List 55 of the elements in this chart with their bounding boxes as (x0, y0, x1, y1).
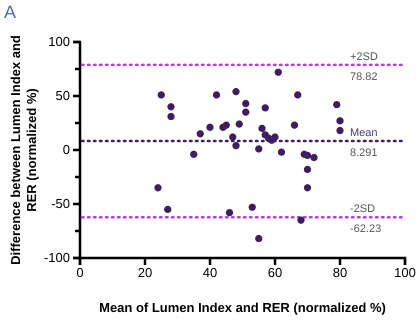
point (154, 184, 162, 192)
y-tick-label: 0 (62, 142, 70, 158)
x-tick-label: 0 (76, 265, 84, 280)
point (278, 148, 286, 156)
x-tick-label: 40 (202, 265, 218, 280)
y-axis-title: Difference between Lumen Index and RER (normalized %) (8, 35, 39, 265)
point (212, 91, 220, 99)
point (294, 91, 302, 99)
y-tick-label: -50 (51, 196, 70, 212)
point (248, 204, 256, 211)
point (304, 166, 312, 174)
point (167, 112, 175, 120)
point (164, 206, 172, 214)
point (229, 133, 236, 141)
ref-line-label: Mean (350, 127, 378, 140)
point (290, 122, 298, 129)
x-tick-label: 100 (394, 265, 416, 280)
y-tick-label: 50 (56, 88, 70, 104)
point (255, 145, 262, 153)
chart-title: A (4, 2, 16, 22)
point (222, 122, 230, 129)
x-axis-title: Mean of Lumen Index and RER (normalized %) (99, 300, 386, 315)
point (167, 103, 175, 110)
point (232, 88, 240, 96)
x-tick-label: 60 (268, 265, 282, 280)
annotation: 78.82 (350, 70, 378, 83)
point (190, 150, 198, 158)
point (242, 108, 250, 116)
point (226, 208, 234, 216)
point (274, 68, 282, 76)
point (236, 120, 243, 128)
point (255, 234, 262, 242)
point (258, 124, 266, 132)
ref-line-label: -2SD (350, 203, 376, 216)
x-tick-label: 80 (332, 265, 348, 280)
annotation: 8.291 (350, 147, 378, 160)
point (158, 91, 165, 99)
point (242, 100, 250, 108)
point (304, 184, 312, 192)
point (333, 100, 340, 108)
annotation: -62.23 (350, 223, 382, 236)
point (196, 130, 204, 138)
point (304, 152, 312, 160)
point (297, 216, 305, 224)
x-tick-label: 20 (138, 265, 152, 280)
point (271, 133, 279, 141)
point (262, 104, 269, 112)
point (232, 142, 240, 150)
point (206, 124, 214, 131)
y-tick-label: -100 (44, 250, 70, 266)
y-tick-label: 100 (48, 34, 70, 50)
point (336, 117, 344, 124)
point (310, 154, 318, 162)
ref-line-label: +2SD (350, 50, 378, 63)
point (336, 126, 344, 134)
